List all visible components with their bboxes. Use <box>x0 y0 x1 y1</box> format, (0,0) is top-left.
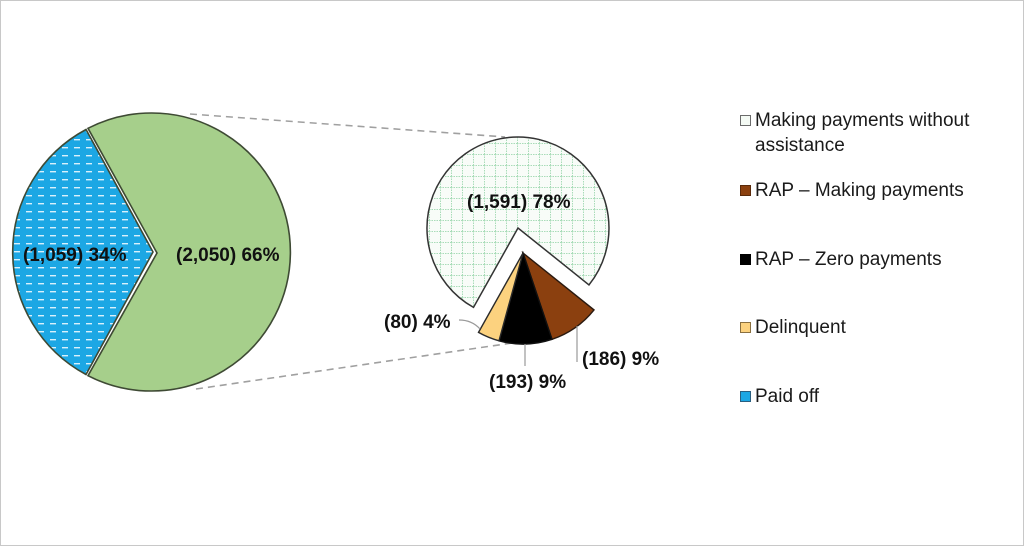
legend-label: Making payments without assistance <box>755 110 970 156</box>
legend-item-delinquent: Delinquent <box>740 315 1005 340</box>
legend-label: Paid off <box>755 386 820 407</box>
legend-swatch-rap-zero-payments <box>740 254 751 265</box>
legend-swatch-rap-making-payments <box>740 185 751 196</box>
connector-line-bottom <box>195 342 513 390</box>
label-still-paying: (2,050) 66% <box>176 245 280 266</box>
legend-label: RAP – Making payments <box>755 180 964 201</box>
label-delinquent: (80) 4% <box>384 312 451 333</box>
legend-swatch-without-assistance <box>740 115 751 126</box>
legend-swatch-delinquent <box>740 322 751 333</box>
legend-item-paid-off: Paid off <box>740 384 1005 409</box>
legend-item-rap-making-payments: RAP – Making payments <box>740 178 1005 203</box>
legend-item-rap-zero-payments: RAP – Zero payments <box>740 247 1005 272</box>
slice-without-assistance <box>426 136 610 309</box>
label-paid-off: (1,059) 34% <box>23 245 127 266</box>
slice-paid-off <box>11 128 154 376</box>
slice-delinquent <box>477 252 524 342</box>
legend-item-without-assistance: Making payments without assistance <box>740 108 1005 158</box>
label-rap-zero: (193) 9% <box>489 372 566 393</box>
label-without-assistance: (1,591) 78% <box>467 192 571 213</box>
secondary-pie: (1,591) 78% (80) 4% (193) 9% (186) 9% <box>384 136 659 393</box>
legend-label: Delinquent <box>755 317 846 338</box>
legend-swatch-paid-off <box>740 391 751 402</box>
legend-label: RAP – Zero payments <box>755 249 942 270</box>
slice-still-paying <box>86 112 292 392</box>
label-rap-making: (186) 9% <box>582 349 659 370</box>
connector-line-top <box>189 113 506 138</box>
leader-line-delinquent <box>458 319 481 330</box>
primary-pie: (1,059) 34% (2,050) 66% <box>11 112 292 392</box>
